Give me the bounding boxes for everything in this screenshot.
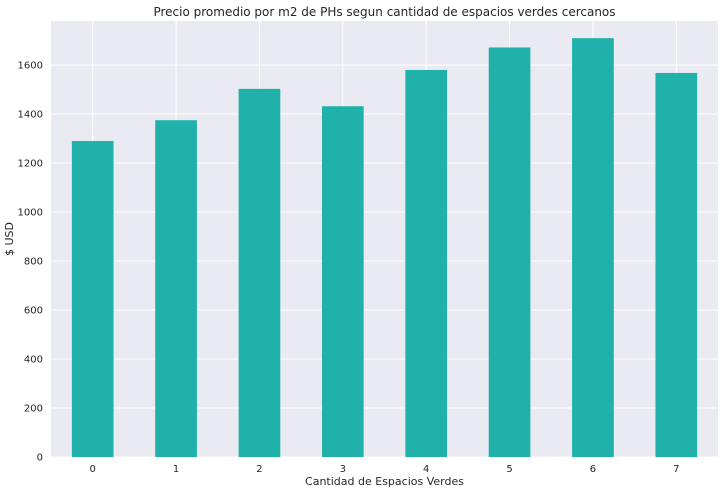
- y-tick-label: 0: [37, 453, 43, 464]
- x-tick-label: 4: [423, 464, 429, 475]
- y-tick-label: 600: [24, 306, 43, 317]
- y-tick-label: 800: [24, 257, 43, 268]
- x-tick-label: 0: [90, 464, 96, 475]
- y-tick-label: 1000: [18, 208, 43, 219]
- bars: [71, 38, 698, 458]
- bar-2: [238, 88, 281, 458]
- y-tick-label: 1400: [18, 110, 43, 121]
- x-tick-label: 3: [340, 464, 346, 475]
- y-axis-label: $ USD: [3, 222, 16, 256]
- plot-area: [51, 21, 718, 457]
- bar-4: [405, 69, 448, 457]
- x-tick-label: 6: [590, 464, 596, 475]
- x-tick-label: 7: [673, 464, 679, 475]
- x-tick-labels: 0 1 2 3 4 5 6 7: [90, 464, 680, 475]
- x-axis-label: Cantidad de Espacios Verdes: [305, 475, 464, 488]
- x-tick-label: 1: [173, 464, 179, 475]
- x-tick-label: 2: [256, 464, 262, 475]
- bar-0: [71, 141, 114, 458]
- bar-3: [321, 106, 364, 457]
- chart-title: Precio promedio por m2 de PHs segun cant…: [153, 5, 615, 19]
- y-tick-label: 400: [24, 355, 43, 366]
- y-tick-labels: 0 200 400 600 800 1000 1200 1400 1600: [18, 61, 43, 464]
- y-tick-label: 200: [24, 404, 43, 415]
- bar-1: [155, 120, 197, 458]
- bar-6: [572, 38, 614, 458]
- bar-5: [488, 47, 531, 458]
- y-tick-label: 1200: [18, 159, 43, 170]
- bar-7: [655, 72, 698, 457]
- y-tick-label: 1600: [18, 61, 43, 72]
- x-tick-label: 5: [506, 464, 512, 475]
